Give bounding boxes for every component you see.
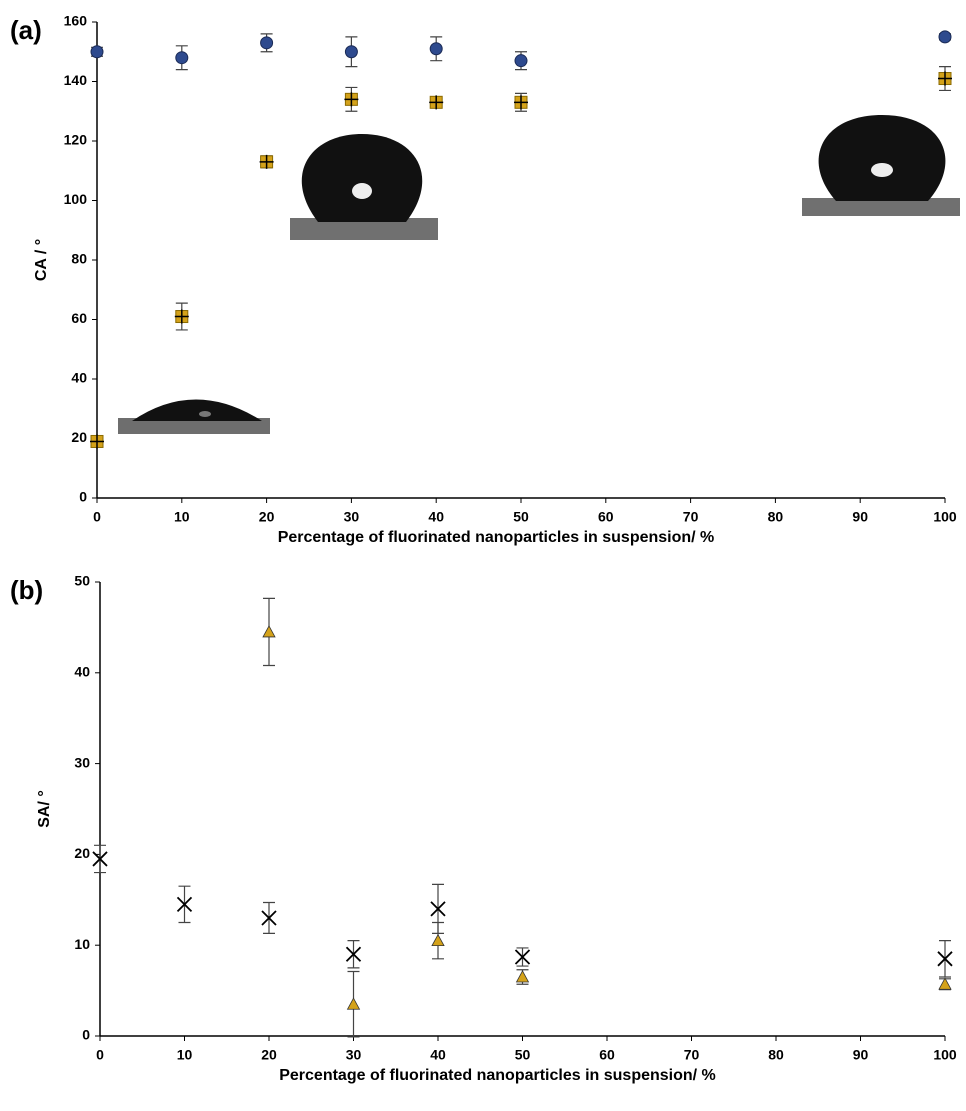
y-tick-label: 100 [64,191,88,207]
marker-plus [429,95,444,110]
x-tick-label: 80 [768,509,784,525]
marker [262,625,276,638]
x-tick-label: 50 [513,509,529,525]
x-tick-label: 10 [177,1047,193,1063]
y-tick-label: 120 [64,132,88,148]
x-axis-title: Percentage of fluorinated nanoparticles … [279,1067,716,1084]
marker [345,946,362,962]
marker [259,154,274,169]
y-tick-label: 10 [74,936,90,952]
marker [514,54,528,68]
marker [429,42,443,56]
x-tick-label: 70 [683,509,699,525]
marker-plus [938,71,952,86]
droplet-inset [290,134,438,240]
marker [92,851,108,867]
x-tick-label: 10 [174,509,190,525]
x-tick-label: 60 [598,509,614,525]
marker [176,896,193,912]
panel-label: (b) [10,575,43,605]
droplet-inset [118,399,270,434]
marker-plus [514,95,528,110]
x-tick-label: 20 [261,1047,277,1063]
marker [429,95,444,110]
marker [344,45,358,59]
marker-plus [174,309,189,324]
y-tick-label: 60 [71,310,87,326]
x-tick-label: 90 [853,1047,869,1063]
y-tick-label: 20 [71,429,87,445]
y-tick-label: 80 [71,251,87,267]
marker-plus [259,154,274,169]
x-tick-label: 30 [344,509,360,525]
y-tick-label: 30 [74,754,90,770]
marker [346,997,361,1010]
marker [260,36,274,50]
x-tick-label: 70 [684,1047,700,1063]
marker [938,71,952,86]
y-tick-label: 0 [79,489,87,505]
droplet-inset [802,115,960,216]
marker [938,977,952,990]
x-tick-label: 50 [515,1047,531,1063]
marker [90,45,104,59]
marker-plus [90,434,104,449]
x-tick-label: 0 [93,509,101,525]
x-tick-label: 60 [599,1047,615,1063]
y-tick-label: 20 [74,845,90,861]
y-tick-label: 0 [82,1027,90,1043]
y-axis-title: SA/ ° [36,790,53,828]
x-tick-label: 20 [259,509,275,525]
x-tick-label: 40 [428,509,444,525]
x-tick-label: 80 [768,1047,784,1063]
panel-label: (a) [10,15,42,45]
marker-plus [344,92,359,107]
x-tick-label: 100 [933,509,957,525]
x-tick-label: 30 [346,1047,362,1063]
marker [515,970,530,983]
y-axis-title: CA / ° [33,239,50,281]
y-tick-label: 140 [64,72,88,88]
marker [938,30,952,44]
marker [937,951,953,967]
x-tick-label: 0 [96,1047,104,1063]
marker [430,901,446,917]
x-tick-label: 40 [430,1047,446,1063]
y-tick-label: 50 [74,573,90,589]
y-tick-label: 160 [64,13,88,29]
x-axis-title: Percentage of fluorinated nanoparticles … [278,529,715,546]
marker [261,910,277,926]
x-tick-label: 100 [933,1047,957,1063]
marker [431,933,445,947]
y-tick-label: 40 [71,370,87,386]
marker [514,949,531,965]
marker [90,434,104,449]
marker [514,95,528,110]
marker [175,51,189,65]
x-tick-label: 90 [852,509,868,525]
y-tick-label: 40 [74,664,90,680]
marker [174,309,189,324]
marker [344,92,359,107]
